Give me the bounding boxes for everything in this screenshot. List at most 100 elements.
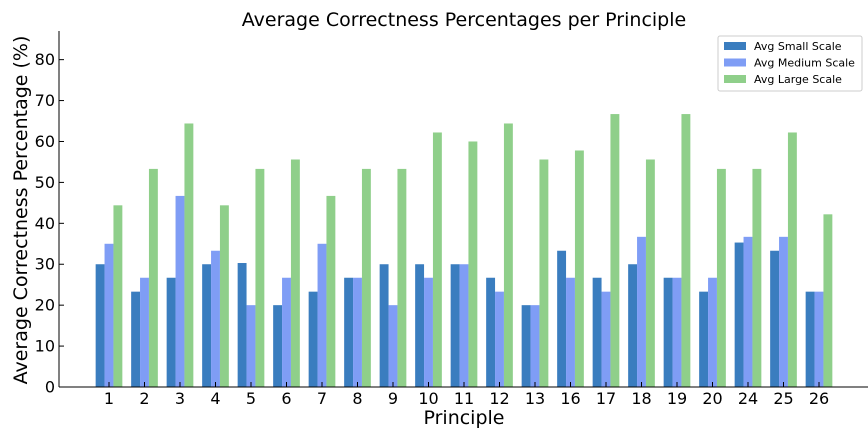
x-tick-label: 4	[210, 389, 220, 408]
x-tick-label: 3	[175, 389, 185, 408]
x-tick-label: 6	[281, 389, 291, 408]
bar-avg-small-scale-7	[308, 291, 318, 387]
bar-avg-large-scale-18	[645, 159, 655, 387]
x-tick-label: 17	[596, 389, 616, 408]
bar-avg-large-scale-3	[184, 123, 194, 387]
x-tick-label: 1	[104, 389, 114, 408]
bar-avg-small-scale-26	[805, 291, 815, 387]
bar-avg-large-scale-17	[610, 114, 620, 387]
y-axis-label: Average Correctness Percentage (%)	[10, 36, 32, 385]
bar-avg-large-scale-26	[823, 214, 833, 387]
x-tick-label: 11	[454, 389, 474, 408]
x-axis-label: Principle	[423, 407, 504, 428]
bar-avg-medium-scale-3	[175, 195, 185, 387]
bar-avg-large-scale-10	[432, 132, 442, 387]
x-tick-label: 5	[246, 389, 256, 408]
bar-avg-large-scale-5	[255, 168, 265, 387]
bar-avg-medium-scale-6	[282, 277, 291, 387]
bar-avg-small-scale-25	[770, 250, 780, 387]
x-tick-label: 9	[388, 389, 398, 408]
y-tick-label: 10	[35, 337, 55, 356]
bar-avg-large-scale-12	[503, 123, 513, 387]
bar-avg-small-scale-2	[131, 291, 141, 387]
bar-avg-large-scale-9	[397, 168, 407, 387]
bar-avg-large-scale-25	[787, 132, 797, 387]
bar-avg-small-scale-16	[557, 250, 567, 387]
bar-avg-medium-scale-26	[814, 291, 824, 387]
bar-avg-large-scale-7	[326, 195, 336, 387]
bar-avg-medium-scale-20	[708, 277, 717, 387]
bar-avg-small-scale-6	[273, 305, 283, 387]
bar-avg-small-scale-8	[344, 277, 354, 387]
bar-avg-large-scale-11	[468, 141, 478, 387]
bar-avg-small-scale-18	[628, 264, 638, 387]
x-tick-label: 2	[139, 389, 149, 408]
y-tick-label: 0	[45, 378, 55, 397]
bar-avg-medium-scale-7	[317, 243, 327, 387]
bar-avg-small-scale-1	[95, 264, 105, 387]
bar-avg-small-scale-4	[202, 264, 212, 387]
x-tick-label: 8	[352, 389, 362, 408]
x-tick-label: 10	[418, 389, 438, 408]
legend-swatch	[724, 42, 746, 50]
legend-box	[717, 35, 863, 92]
bar-avg-small-scale-24	[734, 242, 744, 387]
y-tick-label: 80	[35, 50, 55, 69]
bar-avg-large-scale-8	[361, 168, 371, 387]
legend: Avg Small Scale Avg Medium Scale Avg Large…	[717, 35, 863, 92]
legend-entry: Avg Medium Scale	[754, 57, 855, 70]
x-tick-label: 16	[560, 389, 580, 408]
bar-avg-small-scale-12	[486, 277, 496, 387]
bar-avg-medium-scale-25	[779, 236, 788, 387]
bar-avg-medium-scale-1	[104, 243, 114, 387]
x-tick-label: 12	[489, 389, 509, 408]
bar-avg-large-scale-20	[716, 168, 726, 387]
y-tick-label: 30	[35, 255, 55, 274]
y-tick-label: 70	[35, 91, 55, 110]
bar-avg-small-scale-3	[166, 277, 176, 387]
bar-avg-small-scale-20	[699, 291, 709, 387]
bar-avg-medium-scale-8	[353, 277, 362, 387]
bar-avg-small-scale-19	[663, 277, 673, 387]
x-tick-label: 20	[702, 389, 722, 408]
bar-avg-medium-scale-13	[530, 305, 540, 387]
y-tick-label: 50	[35, 173, 55, 192]
bar-avg-small-scale-17	[592, 277, 602, 387]
y-tick-label: 20	[35, 296, 55, 315]
bar-avg-large-scale-1	[113, 205, 123, 387]
x-tick-label: 7	[317, 389, 327, 408]
bar-avg-large-scale-16	[574, 150, 584, 387]
y-tick-label: 60	[35, 132, 55, 151]
x-tick-label: 25	[773, 389, 793, 408]
bar-avg-medium-scale-2	[140, 277, 149, 387]
legend-swatch	[724, 58, 746, 67]
x-tick-label: 18	[631, 389, 651, 408]
y-tick-label: 40	[35, 214, 55, 233]
bar-avg-medium-scale-12	[495, 291, 504, 387]
bar-avg-small-scale-10	[415, 264, 425, 387]
bar-avg-medium-scale-16	[566, 277, 575, 387]
x-tick-label: 19	[667, 389, 687, 408]
bar-avg-medium-scale-24	[743, 236, 753, 387]
bar-avg-small-scale-5	[237, 263, 247, 387]
bar-avg-medium-scale-19	[672, 277, 682, 387]
bar-avg-medium-scale-17	[601, 291, 611, 387]
legend-entry: Avg Small Scale	[754, 40, 842, 53]
x-tick-label: 26	[809, 389, 829, 408]
bar-avg-medium-scale-10	[424, 277, 433, 387]
bar-avg-large-scale-24	[752, 168, 762, 387]
x-tick-label: 24	[738, 389, 758, 408]
bar-avg-small-scale-11	[450, 264, 460, 387]
bar-avg-medium-scale-4	[211, 250, 220, 387]
bar-avg-large-scale-19	[681, 114, 691, 387]
bar-avg-medium-scale-18	[637, 236, 646, 387]
bar-avg-large-scale-2	[148, 168, 158, 387]
bar-avg-small-scale-13	[521, 305, 531, 387]
bar-avg-large-scale-4	[219, 205, 229, 387]
legend-swatch	[724, 75, 746, 83]
bar-avg-small-scale-9	[379, 264, 389, 387]
bar-avg-medium-scale-5	[246, 305, 256, 387]
bar-avg-large-scale-13	[539, 159, 549, 387]
